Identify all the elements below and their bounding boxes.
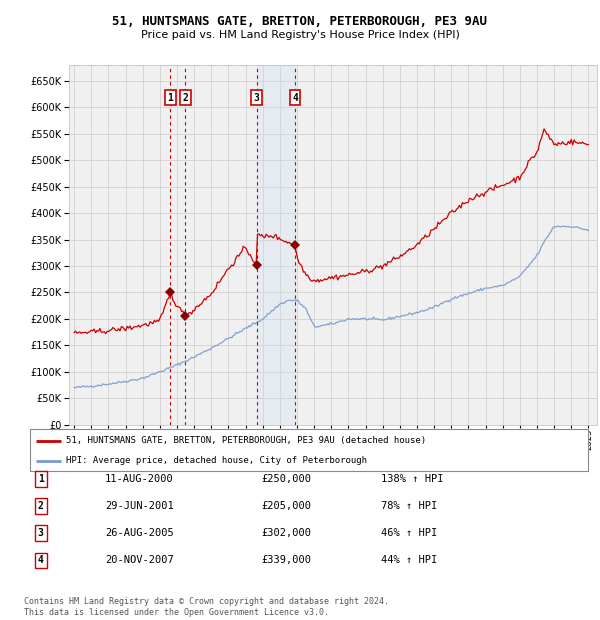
Text: 20-NOV-2007: 20-NOV-2007: [105, 556, 174, 565]
Text: 51, HUNTSMANS GATE, BRETTON, PETERBOROUGH, PE3 9AU (detached house): 51, HUNTSMANS GATE, BRETTON, PETERBOROUG…: [66, 436, 427, 445]
Text: 29-JUN-2001: 29-JUN-2001: [105, 501, 174, 511]
Text: 51, HUNTSMANS GATE, BRETTON, PETERBOROUGH, PE3 9AU: 51, HUNTSMANS GATE, BRETTON, PETERBOROUG…: [113, 16, 487, 28]
Text: Price paid vs. HM Land Registry's House Price Index (HPI): Price paid vs. HM Land Registry's House …: [140, 30, 460, 40]
Text: 4: 4: [292, 93, 298, 103]
Text: 1: 1: [167, 93, 173, 103]
Text: 2: 2: [38, 501, 44, 511]
Text: 3: 3: [254, 93, 260, 103]
Text: £302,000: £302,000: [261, 528, 311, 538]
Text: £339,000: £339,000: [261, 556, 311, 565]
Text: 4: 4: [38, 556, 44, 565]
Bar: [257, 65, 295, 425]
Text: 78% ↑ HPI: 78% ↑ HPI: [381, 501, 437, 511]
Text: £250,000: £250,000: [261, 474, 311, 484]
Text: £205,000: £205,000: [261, 501, 311, 511]
Text: HPI: Average price, detached house, City of Peterborough: HPI: Average price, detached house, City…: [66, 456, 367, 465]
Text: Contains HM Land Registry data © Crown copyright and database right 2024.
This d: Contains HM Land Registry data © Crown c…: [24, 598, 389, 617]
Text: 46% ↑ HPI: 46% ↑ HPI: [381, 528, 437, 538]
Text: 138% ↑ HPI: 138% ↑ HPI: [381, 474, 443, 484]
Text: 2: 2: [182, 93, 188, 103]
FancyBboxPatch shape: [30, 429, 588, 471]
Text: 11-AUG-2000: 11-AUG-2000: [105, 474, 174, 484]
Text: 1: 1: [38, 474, 44, 484]
Text: 26-AUG-2005: 26-AUG-2005: [105, 528, 174, 538]
Text: 3: 3: [38, 528, 44, 538]
Text: 44% ↑ HPI: 44% ↑ HPI: [381, 556, 437, 565]
